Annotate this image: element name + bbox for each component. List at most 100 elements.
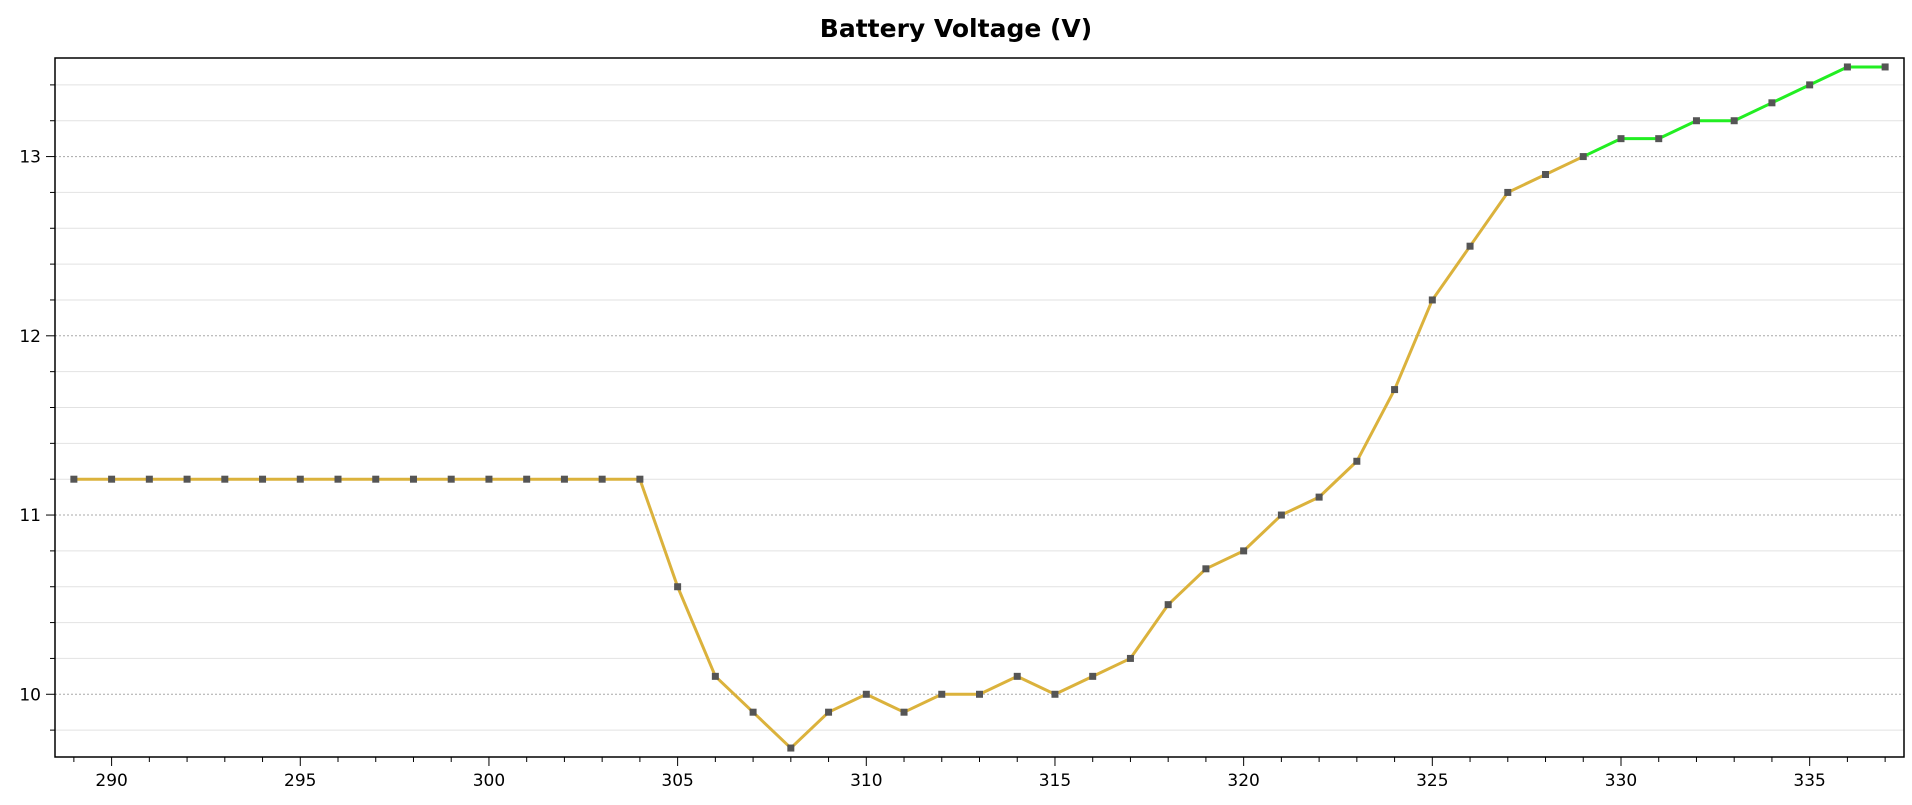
series-line-segment xyxy=(978,674,1019,696)
data-point xyxy=(145,475,153,483)
data-point xyxy=(259,475,267,483)
data-point xyxy=(447,475,455,483)
data-point xyxy=(523,475,531,483)
line-layer xyxy=(72,65,1887,750)
series-line-segment xyxy=(1053,674,1095,696)
data-point xyxy=(787,744,795,752)
x-tick-label: 330 xyxy=(1605,771,1637,791)
x-tick-label: 295 xyxy=(284,771,316,791)
y-tick-label: 13 xyxy=(19,148,41,168)
series-line-segment xyxy=(1581,137,1623,159)
y-tick-label: 12 xyxy=(19,327,41,347)
data-point xyxy=(749,708,757,716)
data-point xyxy=(296,475,304,483)
data-point xyxy=(674,583,682,591)
series-line-segment xyxy=(789,710,831,750)
series-line-segment xyxy=(864,692,906,714)
series-line-segment xyxy=(1393,298,1434,392)
data-point xyxy=(1730,117,1738,125)
data-point xyxy=(1504,188,1512,196)
x-tick-label: 325 xyxy=(1416,771,1448,791)
data-point xyxy=(221,475,229,483)
chart-title: Battery Voltage (V) xyxy=(819,14,1093,43)
series-line-segment xyxy=(1430,244,1472,302)
series-line-segment xyxy=(1242,513,1283,553)
data-point xyxy=(1428,296,1436,304)
data-point xyxy=(1579,153,1587,161)
data-point xyxy=(1617,135,1625,143)
data-point xyxy=(1277,511,1285,519)
series-line-segment xyxy=(1204,549,1246,571)
grid-layer xyxy=(55,84,1904,731)
series-line-segment xyxy=(1506,173,1548,194)
series-line-segment xyxy=(676,585,717,678)
data-point xyxy=(334,475,342,483)
data-point xyxy=(1542,171,1550,178)
series-line-segment xyxy=(1317,459,1359,499)
data-point xyxy=(1089,672,1097,680)
data-point xyxy=(1315,493,1323,501)
data-point xyxy=(636,475,644,483)
marker-layer xyxy=(70,63,1889,752)
x-tick-label: 335 xyxy=(1793,771,1825,791)
series-line-segment xyxy=(751,710,793,750)
x-tick-label: 300 xyxy=(473,771,505,791)
data-point xyxy=(938,690,946,698)
data-point xyxy=(1843,63,1851,71)
y-tick-label: 11 xyxy=(19,506,41,526)
data-point xyxy=(1240,547,1248,555)
plot-frame xyxy=(54,57,1905,758)
data-point xyxy=(70,475,78,483)
series-line-segment xyxy=(1279,495,1321,517)
data-point xyxy=(1353,457,1361,465)
series-line-segment xyxy=(827,692,868,714)
data-point xyxy=(183,475,191,483)
series-line-segment xyxy=(1808,65,1849,87)
data-point xyxy=(1202,565,1210,573)
series-line-segment xyxy=(1015,674,1057,696)
series-line-segment xyxy=(713,674,755,714)
data-point xyxy=(900,708,908,716)
data-point xyxy=(862,690,870,698)
data-point xyxy=(711,672,719,680)
series-line-segment xyxy=(1544,155,1585,176)
axis-layer: 10 11 12 13 290 295 300 305 310 315 320 325 330 335 xyxy=(19,57,1905,791)
data-point xyxy=(560,475,568,483)
data-point xyxy=(108,475,116,483)
data-point xyxy=(372,475,380,483)
data-point xyxy=(1013,672,1021,680)
x-tick-label: 290 xyxy=(95,771,127,791)
series-line-segment xyxy=(1732,101,1774,123)
data-point xyxy=(1466,242,1474,250)
data-point xyxy=(1881,63,1889,71)
data-point xyxy=(1164,601,1172,609)
data-point xyxy=(1768,99,1776,107)
data-point xyxy=(1692,117,1700,125)
x-tick-label: 320 xyxy=(1227,771,1259,791)
data-point xyxy=(1051,690,1059,698)
data-point xyxy=(976,690,983,698)
series-line-segment xyxy=(638,477,680,589)
data-point xyxy=(1126,654,1134,662)
series-line-segment xyxy=(1355,388,1397,463)
data-point xyxy=(1655,135,1663,143)
data-point xyxy=(485,475,493,483)
series-line-segment xyxy=(1657,119,1698,141)
series-line-segment xyxy=(1770,83,1812,105)
series-line-segment xyxy=(1468,190,1510,248)
x-tick-label: 315 xyxy=(1039,771,1071,791)
data-point xyxy=(1806,81,1814,89)
data-point xyxy=(825,708,833,716)
y-tick-label: 10 xyxy=(19,685,41,705)
series-line-segment xyxy=(1091,656,1132,678)
data-point xyxy=(598,475,606,483)
x-tick-label: 305 xyxy=(661,771,693,791)
series-line-segment xyxy=(1166,567,1208,607)
data-point xyxy=(409,475,417,483)
series-line-segment xyxy=(902,692,944,714)
data-point xyxy=(1391,386,1399,394)
x-tick-label: 310 xyxy=(850,771,882,791)
series-line-segment xyxy=(1128,603,1170,660)
